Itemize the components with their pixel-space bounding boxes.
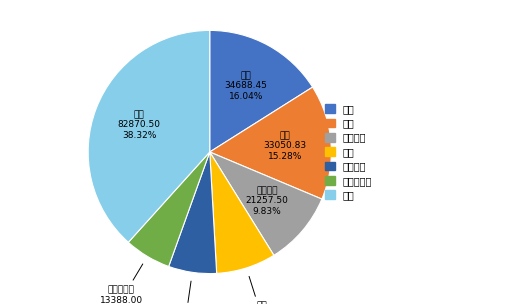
Text: 巴西
17162.73
7.94%: 巴西 17162.73 7.94%: [241, 276, 284, 304]
Text: 其他
82870.50
38.32%: 其他 82870.50 38.32%: [118, 110, 161, 140]
Wedge shape: [129, 152, 210, 266]
Text: 孟加拉国
21257.50
9.83%: 孟加拉国 21257.50 9.83%: [246, 186, 288, 216]
Wedge shape: [88, 30, 210, 242]
Text: 印度
33050.83
15.28%: 印度 33050.83 15.28%: [263, 131, 306, 161]
Wedge shape: [210, 30, 313, 152]
Text: 越南
34688.45
16.04%: 越南 34688.45 16.04%: [225, 71, 268, 101]
Wedge shape: [210, 152, 322, 255]
Text: 尼日利亚
13817.30
6.39%: 尼日利亚 13817.30 6.39%: [164, 281, 207, 304]
Wedge shape: [210, 87, 331, 199]
Wedge shape: [210, 152, 274, 273]
Text: 哈萨克斯坦
13388.00
6.19%: 哈萨克斯坦 13388.00 6.19%: [99, 264, 143, 304]
Legend: 越南, 印度, 孟加拉国, 巴西, 尼日利亚, 哈萨克斯坦, 其他: 越南, 印度, 孟加拉国, 巴西, 尼日利亚, 哈萨克斯坦, 其他: [321, 100, 375, 204]
Wedge shape: [169, 152, 217, 274]
